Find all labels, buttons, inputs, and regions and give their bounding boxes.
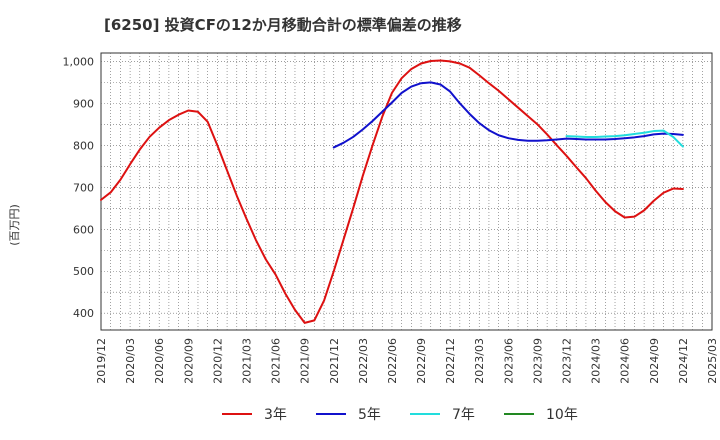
y-tick-label: 1,000 — [63, 55, 95, 68]
x-tick-label: 2023/12 — [561, 338, 574, 384]
legend: 3年 5年 7年 10年 — [222, 407, 578, 423]
y-tick-label: 500 — [73, 265, 94, 278]
x-tick-label: 2020/09 — [182, 338, 195, 384]
y-tick-labels: 400 500 600 700 800 900 1,000 — [63, 55, 95, 320]
x-tick-label: 2021/12 — [328, 338, 341, 384]
grid-lines — [101, 53, 712, 330]
x-tick-label: 2020/12 — [211, 338, 224, 384]
series-lines — [100, 59, 684, 324]
legend-label: 3年 — [264, 407, 287, 423]
x-tick-label: 2024/06 — [619, 338, 632, 384]
x-tick-label: 2024/09 — [648, 338, 661, 384]
legend-label: 7年 — [452, 407, 475, 423]
series-line-5年 — [332, 81, 684, 149]
plot-frame — [100, 52, 713, 331]
x-tick-label: 2022/12 — [444, 338, 457, 384]
x-tick-label: 2022/06 — [386, 338, 399, 384]
y-tick-label: 800 — [73, 139, 94, 152]
x-tick-label: 2022/09 — [415, 338, 428, 384]
x-tick-label: 2023/06 — [502, 338, 515, 384]
series-line-3年 — [100, 59, 684, 324]
x-tick-label: 2025/03 — [706, 338, 719, 384]
x-tick-label: 2022/03 — [357, 338, 370, 384]
x-tick-label: 2020/03 — [124, 338, 137, 384]
x-tick-label: 2021/03 — [240, 338, 253, 384]
x-tick-label: 2024/12 — [677, 338, 690, 384]
legend-label: 5年 — [358, 407, 381, 423]
x-tick-label: 2023/09 — [531, 338, 544, 384]
chart-title: [6250] 投資CFの12か月移動合計の標準偏差の推移 — [104, 16, 462, 34]
x-tick-label: 2021/06 — [270, 338, 283, 384]
series-line-7年 — [565, 129, 684, 148]
x-tick-label: 2020/06 — [153, 338, 166, 384]
legend-label: 10年 — [546, 407, 578, 423]
y-tick-label: 900 — [73, 97, 94, 110]
y-tick-label: 400 — [73, 307, 94, 320]
x-tick-label: 2023/03 — [473, 338, 486, 384]
plot-area — [100, 52, 713, 331]
x-tick-label: 2024/03 — [590, 338, 603, 384]
x-tick-label: 2021/09 — [299, 338, 312, 384]
x-tick-labels: 2019/12 2020/03 2020/06 2020/09 2020/12 2021/… — [95, 338, 719, 384]
y-tick-label: 700 — [73, 181, 94, 194]
x-tick-label: 2019/12 — [95, 338, 108, 384]
y-tick-label: 600 — [73, 223, 94, 236]
